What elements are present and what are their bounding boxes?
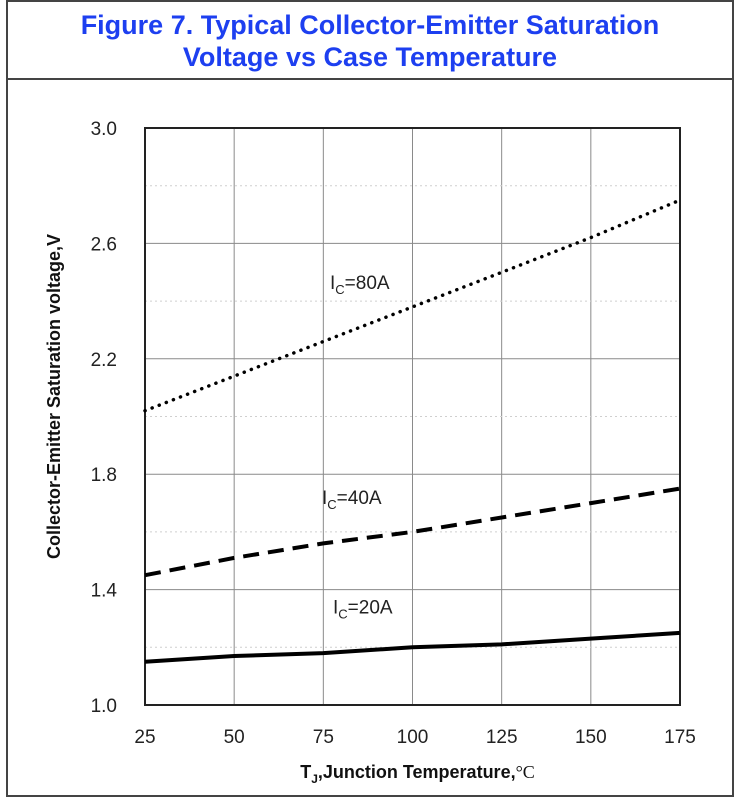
- x-tick-label: 175: [664, 727, 696, 748]
- x-tick-label: 150: [575, 727, 607, 748]
- x-tick-labels: 25 50 75 100 125 150 175: [134, 727, 695, 748]
- chart-frame: [6, 0, 734, 797]
- x-axis-label: TJ,Junction Temperature,°C: [300, 762, 535, 786]
- x-axis-label-t: T: [300, 762, 311, 782]
- x-tick-label: 125: [486, 727, 518, 748]
- chart-title-line-2: Voltage vs Case Temperature: [182, 42, 558, 72]
- series-labels: IC=80A IC=40A IC=20A: [322, 273, 393, 621]
- chart-title: Figure 7. Typical Collector-Emitter Satu…: [6, 0, 734, 80]
- y-tick-label: 2.2: [91, 350, 117, 371]
- y-axis-label: Collector-Emitter Saturation voltage,V: [44, 234, 64, 559]
- series-label: IC=20A: [333, 597, 393, 621]
- grid-lines: [145, 128, 680, 705]
- y-tick-label: 1.4: [91, 581, 118, 602]
- x-tick-label: 25: [134, 727, 155, 748]
- x-axis-label-sub: J: [311, 772, 318, 786]
- x-tick-label: 100: [397, 727, 429, 748]
- y-tick-label: 1.8: [91, 465, 117, 486]
- chart-title-line-1: Figure 7. Typical Collector-Emitter Satu…: [80, 10, 660, 40]
- series-line-ic-40a: [144, 486, 681, 578]
- series-lines: [143, 198, 682, 664]
- x-axis-label-unit: °C: [516, 762, 535, 782]
- y-tick-labels: 1.0 1.4 1.8 2.2 2.6 3.0: [91, 119, 118, 717]
- series-label: IC=40A: [322, 488, 382, 512]
- series-line-ic-20a: [144, 630, 681, 664]
- y-tick-label: 3.0: [91, 119, 117, 140]
- series-label: IC=80A: [330, 273, 390, 297]
- y-tick-label: 1.0: [91, 696, 117, 717]
- plot-area-border: [144, 127, 681, 706]
- x-axis-label-rest: ,Junction Temperature,: [318, 762, 516, 782]
- x-tick-label: 75: [313, 727, 334, 748]
- y-tick-label: 2.6: [91, 234, 117, 255]
- x-tick-label: 50: [224, 727, 245, 748]
- series-line-ic-80a: [143, 198, 682, 413]
